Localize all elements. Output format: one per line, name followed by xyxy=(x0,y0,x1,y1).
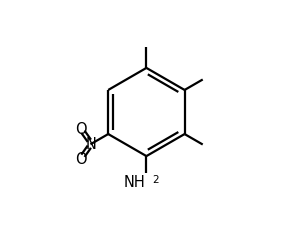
Text: O: O xyxy=(75,152,87,166)
Text: NH: NH xyxy=(124,174,145,189)
Text: N: N xyxy=(86,137,97,152)
Text: 2: 2 xyxy=(152,174,158,184)
Text: O: O xyxy=(75,122,87,137)
